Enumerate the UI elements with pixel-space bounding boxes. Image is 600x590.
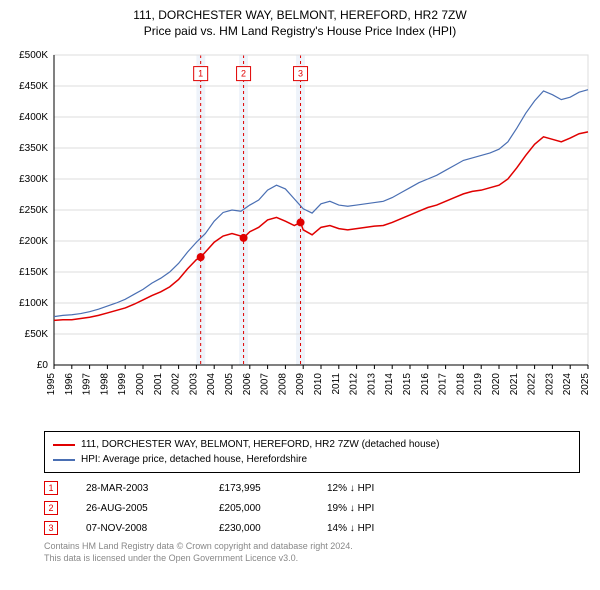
sale-price-3: £230,000: [219, 523, 299, 534]
svg-text:2013: 2013: [366, 373, 377, 396]
sale-delta-1: 12% ↓ HPI: [327, 483, 417, 494]
svg-text:2022: 2022: [527, 373, 538, 396]
svg-text:£50K: £50K: [25, 329, 49, 340]
sale-date-3: 07-NOV-2008: [86, 523, 191, 534]
svg-text:2015: 2015: [402, 373, 413, 396]
sale-date-2: 26-AUG-2005: [86, 503, 191, 514]
svg-text:2014: 2014: [384, 373, 395, 396]
svg-text:2011: 2011: [331, 373, 342, 395]
footer-line-2: This data is licensed under the Open Gov…: [44, 553, 580, 565]
svg-text:2024: 2024: [562, 373, 573, 396]
sale-badge-2: 2: [44, 501, 58, 515]
svg-text:2007: 2007: [260, 373, 271, 396]
svg-text:2012: 2012: [349, 373, 360, 396]
svg-text:£350K: £350K: [19, 143, 48, 154]
svg-text:2002: 2002: [171, 373, 182, 396]
sale-delta-2: 19% ↓ HPI: [327, 503, 417, 514]
sale-price-1: £173,995: [219, 483, 299, 494]
legend-row-property: 111, DORCHESTER WAY, BELMONT, HEREFORD, …: [53, 437, 571, 452]
legend-label-hpi: HPI: Average price, detached house, Here…: [81, 452, 307, 467]
legend-swatch-property: [53, 444, 75, 446]
svg-text:2003: 2003: [188, 373, 199, 396]
svg-text:2008: 2008: [277, 373, 288, 396]
title-line-2: Price paid vs. HM Land Registry's House …: [0, 24, 600, 40]
footer-line-1: Contains HM Land Registry data © Crown c…: [44, 541, 580, 553]
svg-text:2: 2: [241, 69, 246, 79]
svg-text:2017: 2017: [438, 373, 449, 396]
svg-text:£400K: £400K: [19, 112, 48, 123]
svg-text:2006: 2006: [242, 373, 253, 396]
svg-text:£150K: £150K: [19, 267, 48, 278]
line-chart-svg: £0 £50K £100K £150K £200K £250K £300K £350K £400…: [0, 45, 600, 425]
sale-badge-3: 3: [44, 521, 58, 535]
svg-text:2019: 2019: [473, 373, 484, 396]
svg-text:2005: 2005: [224, 373, 235, 396]
sale-delta-3: 14% ↓ HPI: [327, 523, 417, 534]
svg-text:2018: 2018: [455, 373, 466, 396]
svg-text:2009: 2009: [295, 373, 306, 396]
svg-text:£450K: £450K: [19, 81, 48, 92]
svg-text:£300K: £300K: [19, 174, 48, 185]
footer-note: Contains HM Land Registry data © Crown c…: [44, 541, 580, 564]
sales-table: 1 28-MAR-2003 £173,995 12% ↓ HPI 2 26-AU…: [44, 481, 580, 535]
svg-text:2000: 2000: [135, 373, 146, 396]
svg-text:1998: 1998: [99, 373, 110, 396]
svg-text:£0: £0: [37, 360, 49, 371]
sales-row-3: 3 07-NOV-2008 £230,000 14% ↓ HPI: [44, 521, 580, 535]
svg-text:£200K: £200K: [19, 236, 48, 247]
svg-text:2010: 2010: [313, 373, 324, 396]
svg-text:1996: 1996: [64, 373, 75, 396]
svg-text:£250K: £250K: [19, 205, 48, 216]
svg-text:£500K: £500K: [19, 50, 48, 61]
svg-text:2004: 2004: [206, 373, 217, 396]
legend-row-hpi: HPI: Average price, detached house, Here…: [53, 452, 571, 467]
svg-text:2001: 2001: [153, 373, 164, 396]
svg-text:2020: 2020: [491, 373, 502, 396]
svg-text:1997: 1997: [82, 373, 93, 396]
svg-text:1999: 1999: [117, 373, 128, 396]
title-line-1: 111, DORCHESTER WAY, BELMONT, HEREFORD, …: [0, 8, 600, 24]
legend-label-property: 111, DORCHESTER WAY, BELMONT, HEREFORD, …: [81, 437, 439, 452]
sale-price-2: £205,000: [219, 503, 299, 514]
svg-text:1995: 1995: [46, 373, 57, 396]
svg-text:2016: 2016: [420, 373, 431, 396]
svg-text:2023: 2023: [544, 373, 555, 396]
svg-text:2025: 2025: [580, 373, 591, 396]
sale-badge-1: 1: [44, 481, 58, 495]
sale-date-1: 28-MAR-2003: [86, 483, 191, 494]
chart-area: £0 £50K £100K £150K £200K £250K £300K £350K £400…: [0, 45, 600, 425]
svg-text:2021: 2021: [509, 373, 520, 396]
chart-title-block: 111, DORCHESTER WAY, BELMONT, HEREFORD, …: [0, 0, 600, 39]
legend-swatch-hpi: [53, 459, 75, 461]
legend-box: 111, DORCHESTER WAY, BELMONT, HEREFORD, …: [44, 431, 580, 473]
sales-row-1: 1 28-MAR-2003 £173,995 12% ↓ HPI: [44, 481, 580, 495]
svg-text:3: 3: [298, 69, 303, 79]
sales-row-2: 2 26-AUG-2005 £205,000 19% ↓ HPI: [44, 501, 580, 515]
svg-text:1: 1: [198, 69, 203, 79]
svg-text:£100K: £100K: [19, 298, 48, 309]
